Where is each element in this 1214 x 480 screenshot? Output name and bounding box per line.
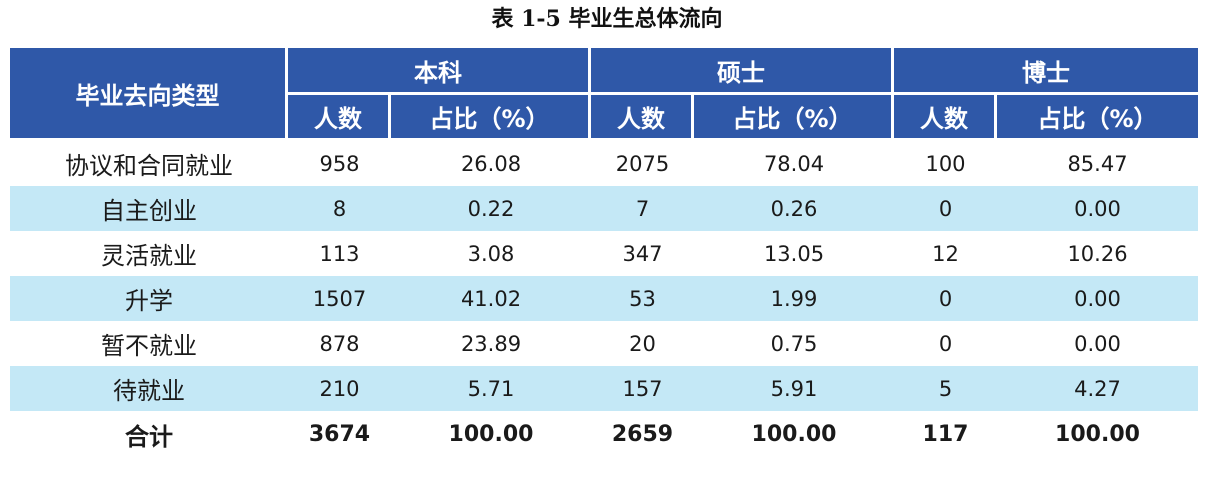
header-count: 人数 bbox=[591, 95, 694, 141]
header-percent: 占比（%） bbox=[391, 95, 591, 141]
cell-doctor-count: 100 bbox=[925, 151, 966, 176]
cell-master-count: 53 bbox=[591, 276, 694, 321]
cell-master-percent: 0.75 bbox=[770, 331, 818, 356]
cell-undergrad-percent: 41.02 bbox=[391, 276, 591, 321]
row-label: 自主创业 bbox=[10, 186, 288, 231]
cell-master-percent: 5.91 bbox=[694, 366, 894, 411]
row-label: 协议和合同就业 bbox=[65, 152, 233, 180]
header-count: 人数 bbox=[894, 95, 997, 141]
cell-undergrad-count: 878 bbox=[319, 331, 360, 356]
table-row: 自主创业 8 0.22 7 0.26 0 0.00 bbox=[10, 186, 1198, 231]
row-label: 暂不就业 bbox=[101, 332, 197, 360]
cell-undergrad-count: 210 bbox=[288, 366, 391, 411]
total-doctor-count: 117 bbox=[922, 421, 969, 447]
total-undergrad-percent: 100.00 bbox=[448, 421, 534, 447]
table-row: 升学 1507 41.02 53 1.99 0 0.00 bbox=[10, 276, 1198, 321]
cell-master-count: 7 bbox=[591, 186, 694, 231]
total-master-percent: 100.00 bbox=[751, 421, 837, 447]
cell-undergrad-percent: 23.89 bbox=[460, 331, 522, 356]
cell-master-percent: 1.99 bbox=[694, 276, 894, 321]
cell-doctor-count: 5 bbox=[894, 366, 997, 411]
table-row: 灵活就业 113 3.08 347 13.05 12 10.26 bbox=[10, 231, 1198, 276]
total-row: 合计 3674 100.00 2659 100.00 117 100.00 bbox=[10, 411, 1198, 457]
cell-master-count: 20 bbox=[629, 331, 656, 356]
cell-undergrad-percent: 5.71 bbox=[391, 366, 591, 411]
total-label: 合计 bbox=[125, 422, 173, 451]
cell-master-percent: 78.04 bbox=[763, 151, 825, 176]
cell-doctor-count: 12 bbox=[932, 241, 959, 266]
cell-doctor-percent: 4.27 bbox=[997, 366, 1198, 411]
row-label: 灵活就业 bbox=[101, 242, 197, 270]
row-label: 升学 bbox=[10, 276, 288, 321]
cell-doctor-percent: 10.26 bbox=[1067, 241, 1128, 266]
cell-undergrad-count: 1507 bbox=[288, 276, 391, 321]
cell-doctor-count: 0 bbox=[894, 186, 997, 231]
graduate-destination-table: 毕业去向类型 本科 硕士 博士 人数 占比（%） 人数 占比（%） 人数 占比（… bbox=[10, 48, 1198, 457]
total-doctor-percent: 100.00 bbox=[1055, 421, 1140, 447]
cell-master-percent: 13.05 bbox=[763, 241, 825, 266]
table-row: 待就业 210 5.71 157 5.91 5 4.27 bbox=[10, 366, 1198, 411]
table-header: 毕业去向类型 本科 硕士 博士 人数 占比（%） 人数 占比（%） 人数 占比（… bbox=[10, 48, 1198, 141]
header-category: 毕业去向类型 bbox=[10, 48, 288, 141]
cell-master-count: 347 bbox=[622, 241, 663, 266]
cell-undergrad-percent: 3.08 bbox=[467, 241, 515, 266]
total-master-count: 2659 bbox=[611, 421, 674, 447]
cell-doctor-count: 0 bbox=[938, 331, 953, 356]
cell-master-percent: 0.26 bbox=[694, 186, 894, 231]
total-undergrad-count: 3674 bbox=[308, 421, 371, 447]
cell-undergrad-count: 8 bbox=[288, 186, 391, 231]
cell-doctor-count: 0 bbox=[894, 276, 997, 321]
header-group-doctor: 博士 bbox=[894, 48, 1198, 95]
cell-undergrad-percent: 26.08 bbox=[460, 151, 522, 176]
cell-doctor-percent: 0.00 bbox=[1074, 331, 1121, 356]
cell-master-count: 157 bbox=[591, 366, 694, 411]
header-group-undergrad: 本科 bbox=[288, 48, 591, 95]
row-label: 待就业 bbox=[10, 366, 288, 411]
header-group-master: 硕士 bbox=[591, 48, 894, 95]
cell-undergrad-percent: 0.22 bbox=[391, 186, 591, 231]
cell-undergrad-count: 958 bbox=[319, 151, 360, 176]
table-row: 暂不就业 878 23.89 20 0.75 0 0.00 bbox=[10, 321, 1198, 366]
header-count: 人数 bbox=[288, 95, 391, 141]
table-caption: 表 1-5 毕业生总体流向 bbox=[491, 6, 723, 32]
cell-master-count: 2075 bbox=[615, 151, 670, 176]
header-percent: 占比（%） bbox=[694, 95, 894, 141]
cell-doctor-percent: 0.00 bbox=[997, 186, 1198, 231]
cell-doctor-percent: 0.00 bbox=[997, 276, 1198, 321]
cell-doctor-percent: 85.47 bbox=[1067, 151, 1128, 176]
cell-undergrad-count: 113 bbox=[319, 241, 360, 266]
table-body: 协议和合同就业 958 26.08 2075 78.04 100 85.47 自… bbox=[10, 141, 1198, 457]
table-row: 协议和合同就业 958 26.08 2075 78.04 100 85.47 bbox=[10, 141, 1198, 186]
header-percent: 占比（%） bbox=[997, 95, 1198, 141]
